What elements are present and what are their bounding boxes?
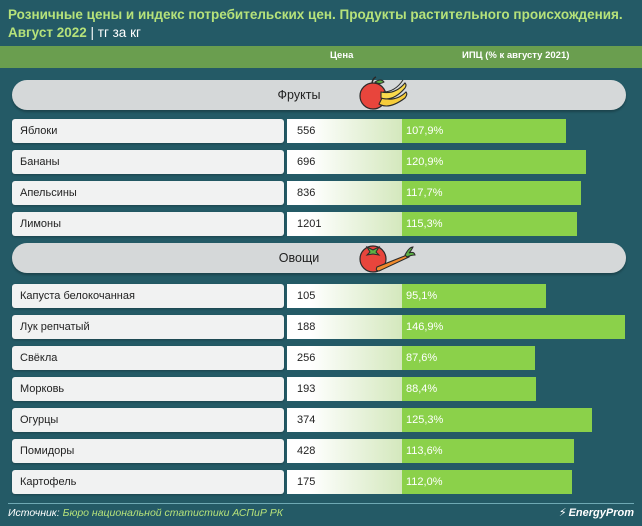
cpi-label: 87,6% [406, 352, 438, 364]
product-name: Яблоки [12, 119, 284, 143]
table-row: Яблоки 556 107,9% [12, 119, 632, 143]
product-name: Капуста белокочанная [12, 284, 284, 308]
table-row: Капуста белокочанная 105 95,1% [12, 284, 632, 308]
cpi-label: 95,1% [406, 290, 438, 302]
column-header: Цена ИПЦ (% к августу 2021) [0, 46, 642, 68]
cpi-bar [402, 119, 566, 143]
table-row: Лук репчатый 188 146,9% [12, 315, 632, 339]
price-value: 256 [287, 346, 402, 370]
cpi-bar [402, 284, 547, 308]
cpi-label: 112,0% [406, 476, 443, 488]
table-row: Морковь 193 88,4% [12, 377, 632, 401]
table-row: Огурцы 374 125,3% [12, 408, 632, 432]
section-label: Овощи [278, 251, 320, 265]
table-row: Бананы 696 120,9% [12, 150, 632, 174]
product-name: Помидоры [12, 439, 284, 463]
price-value: 188 [287, 315, 402, 339]
table-row: Апельсины 836 117,7% [12, 181, 632, 205]
price-value: 696 [287, 150, 402, 174]
cpi-bar [402, 150, 586, 174]
price-value: 556 [287, 119, 402, 143]
cpi-label: 107,9% [406, 125, 444, 137]
chart-title: Розничные цены и индекс потребительских … [8, 6, 634, 42]
cpi-bar [402, 181, 581, 205]
cpi-label: 88,4% [406, 383, 438, 395]
section-vegetables: Овощи [12, 243, 626, 273]
source-value: Бюро национальной статистики АСПиР РК [62, 507, 283, 519]
price-value: 428 [287, 439, 402, 463]
vegetables-icon [355, 237, 417, 282]
cpi-bar [402, 408, 593, 432]
title-line-2: Август 2022 | тг за кг [8, 24, 634, 42]
table-row: Картофель 175 112,0% [12, 470, 632, 494]
product-name: Морковь [12, 377, 284, 401]
price-value: 105 [287, 284, 402, 308]
product-name: Свёкла [12, 346, 284, 370]
price-value: 836 [287, 181, 402, 205]
price-value: 175 [287, 470, 402, 494]
product-name: Лимоны [12, 212, 284, 236]
cpi-bar [402, 315, 625, 339]
cpi-label: 113,6% [406, 445, 443, 457]
cpi-label: 120,9% [406, 156, 444, 168]
logo-text: EnergyProm [568, 507, 634, 519]
footer-divider [8, 503, 634, 504]
product-name: Лук репчатый [12, 315, 284, 339]
table-row: Лимоны 1201 115,3% [12, 212, 632, 236]
cpi-label: 115,3% [406, 218, 443, 230]
section-label: Фрукты [277, 88, 321, 102]
price-value: 1201 [287, 212, 402, 236]
product-name: Картофель [12, 470, 284, 494]
cpi-label: 125,3% [406, 414, 444, 426]
bolt-icon: ⚡ [558, 507, 567, 519]
table-row: Помидоры 428 113,6% [12, 439, 632, 463]
price-column-header: Цена [330, 50, 354, 61]
price-value: 193 [287, 377, 402, 401]
section-fruits: Фрукты [12, 76, 626, 110]
cpi-bar [402, 470, 572, 494]
title-line-1: Розничные цены и индекс потребительских … [8, 7, 623, 22]
title-period: Август 2022 [8, 25, 87, 40]
energyprom-logo: ⚡ EnergyProm [559, 506, 634, 519]
cpi-label: 146,9% [406, 321, 444, 333]
product-name: Апельсины [12, 181, 284, 205]
cpi-bar [402, 346, 535, 370]
cpi-bar [402, 439, 575, 463]
cpi-bar [402, 377, 537, 401]
table-row: Свёкла 256 87,6% [12, 346, 632, 370]
source-label: Источник: [8, 507, 63, 519]
product-name: Бананы [12, 150, 284, 174]
price-value: 374 [287, 408, 402, 432]
product-name: Огурцы [12, 408, 284, 432]
source-note: Источник: Бюро национальной статистики А… [8, 507, 283, 519]
fruits-icon [355, 74, 413, 119]
cpi-label: 117,7% [406, 187, 443, 199]
cpi-column-header: ИПЦ (% к августу 2021) [462, 50, 570, 61]
cpi-bar [402, 212, 577, 236]
title-unit: | тг за кг [86, 25, 141, 40]
